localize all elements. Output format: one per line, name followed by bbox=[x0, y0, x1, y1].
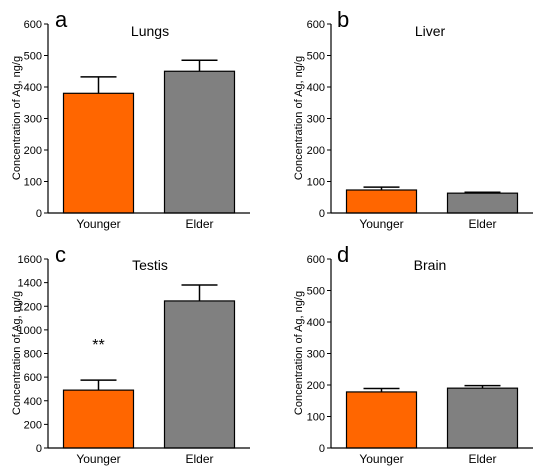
y-axis-label: Concentration of Ag, ng/g bbox=[11, 291, 23, 415]
y-tick-label: 400 bbox=[307, 82, 325, 94]
y-tick-label: 200 bbox=[24, 145, 42, 157]
panel-letter: b bbox=[337, 7, 349, 32]
bar-younger bbox=[345, 391, 418, 449]
y-tick-label: 600 bbox=[307, 254, 325, 266]
y-axis-label: Concentration of Ag, ng/g bbox=[11, 56, 23, 180]
chart-title: Brain bbox=[414, 257, 447, 273]
y-tick-label: 1600 bbox=[18, 254, 42, 266]
x-tick-label: Younger bbox=[76, 452, 120, 466]
significance-annotation: ** bbox=[92, 337, 104, 354]
y-tick-label: 1000 bbox=[18, 325, 42, 337]
y-tick-label: 300 bbox=[24, 114, 42, 126]
x-tick-label: Elder bbox=[185, 217, 213, 231]
x-tick-label: Elder bbox=[185, 452, 213, 466]
bar-younger bbox=[345, 189, 418, 214]
y-tick-label: 200 bbox=[307, 145, 325, 157]
x-tick-label: Younger bbox=[76, 217, 120, 231]
y-axis-label: Concentration of Ag, ng/g bbox=[293, 291, 305, 415]
bar-elder bbox=[163, 300, 236, 449]
panel-letter: d bbox=[337, 242, 349, 267]
bar-elder bbox=[163, 70, 236, 214]
y-tick-label: 400 bbox=[24, 396, 42, 408]
bar-younger bbox=[62, 92, 135, 214]
y-tick-label: 500 bbox=[307, 51, 325, 63]
y-tick-label: 1400 bbox=[18, 278, 42, 290]
x-tick-label: Elder bbox=[468, 217, 496, 231]
y-tick-label: 300 bbox=[307, 114, 325, 126]
panel-letter: a bbox=[55, 7, 68, 32]
y-tick-label: 600 bbox=[24, 372, 42, 384]
panel-d: d Brain Concentration of Ag, ng/g Younger El… bbox=[293, 242, 533, 466]
x-tick-label: Elder bbox=[468, 452, 496, 466]
y-tick-label: 400 bbox=[307, 317, 325, 329]
y-tick-label: 100 bbox=[24, 177, 42, 189]
y-tick-label: 400 bbox=[24, 82, 42, 94]
y-tick-label: 800 bbox=[24, 349, 42, 361]
y-tick-label: 600 bbox=[24, 19, 42, 31]
bar-elder bbox=[446, 192, 519, 214]
y-tick-label: 1200 bbox=[18, 301, 42, 313]
panel-b: b Liver Concentration of Ag, ng/g Younger El… bbox=[293, 7, 533, 231]
chart-title: Lungs bbox=[131, 23, 169, 39]
x-tick-label: Younger bbox=[359, 217, 403, 231]
y-tick-label: 500 bbox=[24, 51, 42, 63]
y-axis-label: Concentration of Ag, ng/g bbox=[293, 56, 305, 180]
y-tick-label: 300 bbox=[307, 349, 325, 361]
bar-elder bbox=[446, 387, 519, 449]
y-tick-label: 600 bbox=[307, 19, 325, 31]
panel-a: a Lungs Concentration of Ag, ng/g Younger El… bbox=[11, 7, 250, 231]
x-tick-label: Younger bbox=[359, 452, 403, 466]
chart-title: Testis bbox=[132, 257, 168, 273]
y-tick-label: 0 bbox=[319, 443, 325, 455]
bar-younger bbox=[62, 389, 135, 449]
y-tick-label: 100 bbox=[307, 177, 325, 189]
panel-c: c Testis Concentration of Ag, ng/g Younger E… bbox=[11, 242, 250, 466]
y-tick-label: 0 bbox=[36, 208, 42, 220]
y-tick-label: 0 bbox=[36, 443, 42, 455]
y-tick-label: 100 bbox=[307, 412, 325, 424]
y-tick-label: 200 bbox=[307, 380, 325, 392]
y-tick-label: 500 bbox=[307, 286, 325, 298]
chart-title: Liver bbox=[415, 23, 446, 39]
panel-letter: c bbox=[55, 242, 66, 267]
y-tick-label: 0 bbox=[319, 208, 325, 220]
y-tick-label: 200 bbox=[24, 419, 42, 431]
